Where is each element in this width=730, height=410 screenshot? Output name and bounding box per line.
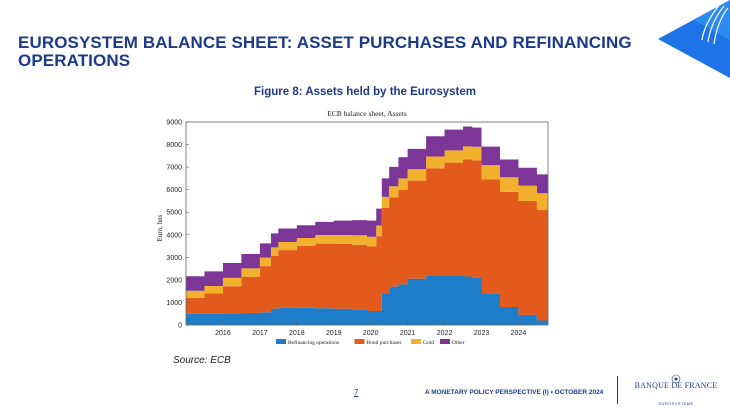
y-axis-label: Euro, bns: [156, 214, 164, 241]
y-tick-label: 2000: [166, 277, 182, 284]
legend-swatch: [276, 339, 286, 344]
y-tick-label: 4000: [166, 232, 182, 239]
chart-title: ECB balance sheet, Assets: [327, 109, 407, 118]
areas-layer: [186, 126, 548, 325]
y-tick-label: 6000: [166, 187, 182, 194]
area-refinancing-operations: [186, 275, 548, 325]
y-tick-label: 8000: [166, 142, 182, 149]
area-other: [186, 126, 548, 291]
area-bond-purchases: [186, 159, 548, 323]
legend-label: Refinancing operations: [288, 339, 339, 346]
slide-title: EUROSYSTEM BALANCE SHEET: ASSET PURCHASE…: [18, 33, 632, 70]
x-tick-label: 2023: [474, 330, 490, 337]
footer-divider: [617, 376, 618, 404]
footer-text: A MONETARY POLICY PERSPECTIVE (I) • OCTO…: [425, 389, 604, 396]
x-ticks: 2016 2017 2018 2019 2020 2021 2022 2023 2024: [215, 322, 526, 337]
source-note: Source: ECB: [173, 355, 231, 366]
bdf-emblem-icon: [671, 374, 681, 384]
x-tick-label: 2016: [215, 330, 231, 337]
legend-label: Gold: [423, 340, 434, 346]
y-ticks: 0 1000 2000 3000 4000 5000 6000 7000 8000 9000: [166, 120, 189, 330]
logo-name: BANQUE DE FRANCE: [634, 381, 718, 390]
x-tick-label: 2022: [437, 330, 453, 337]
y-tick-label: 0: [178, 323, 182, 330]
legend-label: Other: [452, 340, 465, 346]
x-tick-label: 2020: [363, 330, 379, 337]
y-tick-label: 9000: [166, 120, 182, 127]
x-tick-label: 2024: [511, 330, 527, 337]
legend: Refinancing operations Bond purchases Gold…: [276, 339, 465, 346]
plot-frame: [185, 121, 549, 326]
page-number-link[interactable]: 7: [354, 388, 359, 397]
y-tick-label: 7000: [166, 165, 182, 172]
corner-logo-graphic: [658, 0, 730, 78]
legend-swatch: [440, 339, 450, 344]
legend-swatch: [411, 339, 421, 344]
legend-label: Bond purchases: [367, 340, 402, 346]
banque-de-france-logo: BANQUE DE FRANCE EUROSYSTÈME: [624, 374, 728, 408]
figure-title: Figure 8: Assets held by the Eurosystem: [254, 86, 476, 98]
y-tick-label: 1000: [166, 300, 182, 307]
y-tick-label: 3000: [166, 255, 182, 262]
x-tick-label: 2019: [326, 330, 342, 337]
x-tick-label: 2018: [289, 330, 305, 337]
x-tick-label: 2017: [252, 330, 268, 337]
y-tick-label: 5000: [166, 210, 182, 217]
x-tick-label: 2021: [400, 330, 416, 337]
logo-subtitle: EUROSYSTÈME: [658, 401, 694, 406]
legend-swatch: [354, 339, 365, 344]
assets-chart: ECB balance sheet, Assets Euro, bns 0 100…: [156, 109, 549, 346]
